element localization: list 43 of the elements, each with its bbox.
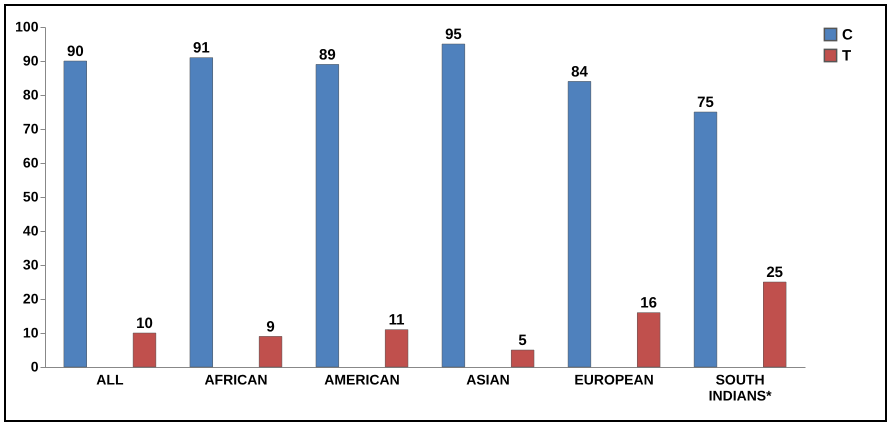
y-tick-label: 20 <box>22 290 39 306</box>
data-label: 95 <box>445 26 462 43</box>
y-tick-label: 80 <box>22 86 39 102</box>
x-tick-label: SOUTH INDIANS* <box>708 372 772 404</box>
bar <box>694 112 718 368</box>
bar <box>568 81 592 368</box>
bar <box>190 57 214 368</box>
x-tick-label: AMERICAN <box>324 372 400 388</box>
data-label: 16 <box>640 294 657 312</box>
y-tick-label: 0 <box>30 358 39 374</box>
x-tick-label: ASIAN <box>466 372 510 388</box>
y-tick-label: 50 <box>22 188 39 204</box>
data-label: 91 <box>193 40 210 57</box>
data-label: 90 <box>66 43 84 60</box>
bar <box>316 64 340 368</box>
y-tick-label: 10 <box>22 324 39 340</box>
bar <box>384 329 408 368</box>
legend-label: T <box>842 48 852 64</box>
data-label: 84 <box>571 63 588 80</box>
y-tick-label: 30 <box>22 256 39 272</box>
bar <box>510 350 534 368</box>
y-tick-label: 40 <box>22 222 39 238</box>
bar <box>258 336 282 368</box>
x-tick-label: ALL <box>96 372 124 388</box>
data-label: 9 <box>266 318 275 336</box>
data-label: 11 <box>388 312 404 329</box>
bar <box>442 44 466 368</box>
y-tick-label: 70 <box>22 120 39 136</box>
data-label: 89 <box>319 46 336 64</box>
data-label: 25 <box>766 264 784 281</box>
bar <box>64 60 87 368</box>
legend-label: C <box>842 26 853 44</box>
x-tick-label: EUROPEAN <box>574 372 654 388</box>
x-tick-label: AFRICAN <box>204 372 268 388</box>
data-label: 5 <box>518 332 527 349</box>
bar <box>636 312 660 368</box>
bar <box>763 282 786 368</box>
y-tick-label: 60 <box>22 154 39 170</box>
data-label: 75 <box>697 94 714 111</box>
y-tick-label: 90 <box>22 52 39 68</box>
data-label: 10 <box>136 315 153 332</box>
y-tick-label: 100 <box>15 18 39 34</box>
bar <box>132 332 156 368</box>
